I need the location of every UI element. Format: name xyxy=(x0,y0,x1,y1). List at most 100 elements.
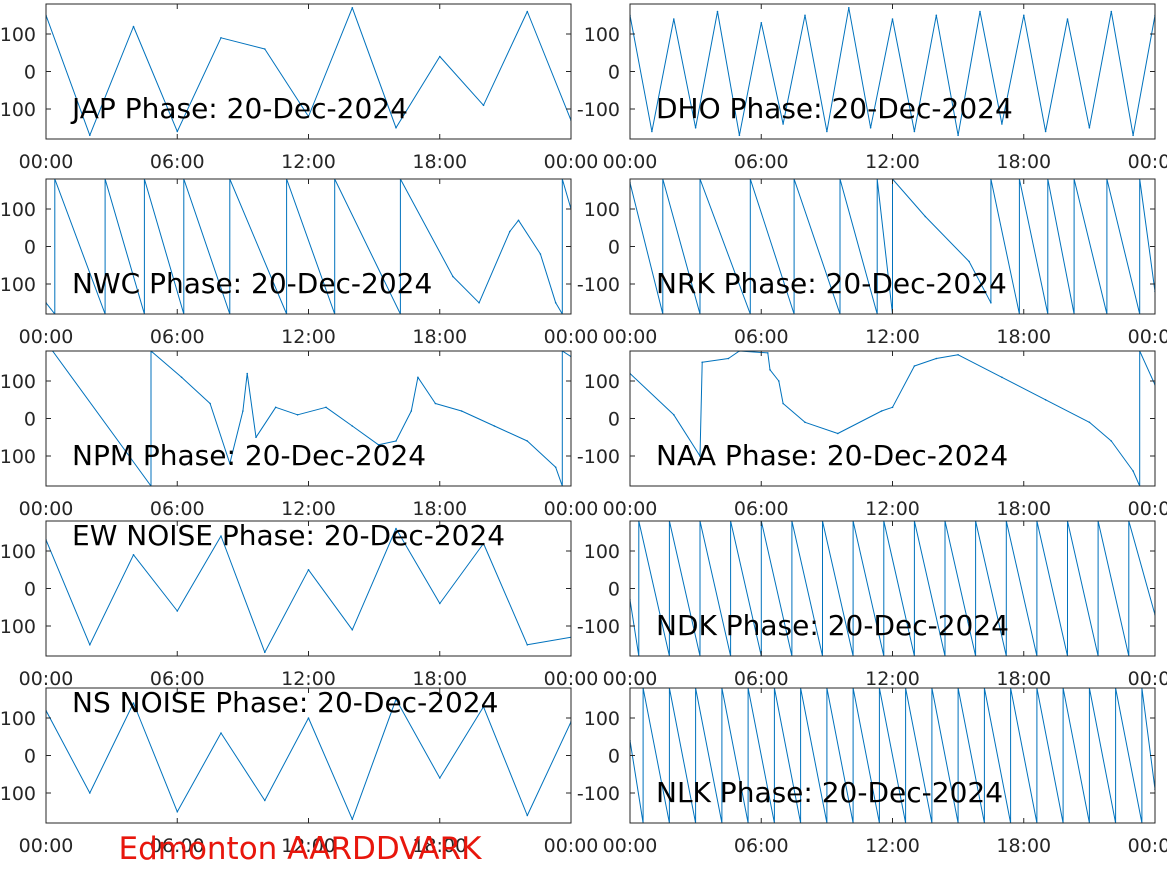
x-tick-label: 06:00 xyxy=(734,668,789,690)
x-tick-label: 18:00 xyxy=(412,326,467,348)
data-point xyxy=(220,37,222,39)
x-tick-label: 12:00 xyxy=(281,326,336,348)
x-tick-label: 06:00 xyxy=(150,326,205,348)
data-point xyxy=(377,444,380,446)
data-point xyxy=(979,10,981,13)
data-point xyxy=(554,302,557,304)
data-point xyxy=(1066,18,1069,20)
data-point xyxy=(176,610,179,612)
x-tick-label: 00:00 xyxy=(603,668,658,690)
x-tick-label: 18:00 xyxy=(996,668,1051,690)
y-tick-label: 100 xyxy=(0,24,36,46)
y-tick-label: -100 xyxy=(0,783,36,805)
x-tick-label: 06:00 xyxy=(734,835,789,857)
data-point xyxy=(673,414,675,416)
data-point xyxy=(935,357,938,360)
data-point xyxy=(89,644,91,646)
data-point xyxy=(651,130,653,133)
chart-panel-7: 00:00 06:00 12:00 18:00 00:00 100 0 -100 EW NOIS… xyxy=(0,519,598,690)
data-point xyxy=(460,410,463,412)
data-point xyxy=(255,436,257,439)
data-point xyxy=(351,425,354,427)
data-point xyxy=(307,569,310,571)
x-tick-label: 12:00 xyxy=(865,668,920,690)
data-point xyxy=(782,402,784,405)
data-point xyxy=(307,717,310,719)
chart-panel-5: 00:00 06:00 12:00 18:00 00:00 100 0 -100 NPM Pha… xyxy=(0,350,598,520)
data-point xyxy=(395,127,397,129)
data-point xyxy=(694,127,697,129)
y-tick-label: -100 xyxy=(577,274,620,296)
x-tick-label: 00:00 xyxy=(544,151,599,173)
x-tick-label: 00:00 xyxy=(19,326,74,348)
data-point xyxy=(738,134,741,137)
x-tick-label: 12:00 xyxy=(865,151,920,173)
chart-panel-8: 00:00 06:00 12:00 18:00 00:00 100 0 -100 NDK Pha… xyxy=(577,520,1167,690)
series-line xyxy=(630,521,1155,656)
x-tick-label: 12:00 xyxy=(865,835,920,857)
x-tick-label: 00:00 xyxy=(603,835,658,857)
y-tick-label: -100 xyxy=(577,446,620,468)
data-point xyxy=(924,215,927,218)
y-tick-label: 100 xyxy=(584,199,620,221)
data-point xyxy=(132,702,135,704)
panel-title: NPM Phase: 20-Dec-2024 xyxy=(72,439,426,472)
panels-layer: 00:00 06:00 12:00 18:00 00:00 100 0 -100 JAP Pha… xyxy=(0,3,1167,857)
data-point xyxy=(554,466,557,469)
data-point xyxy=(891,406,894,409)
data-point xyxy=(837,432,839,435)
chart-panel-6: 00:00 06:00 12:00 18:00 00:00 100 0 -100 NAA Pha… xyxy=(577,350,1167,520)
data-point xyxy=(264,799,266,802)
x-tick-label: 00:00 xyxy=(544,498,599,520)
data-point xyxy=(1023,14,1025,17)
data-point xyxy=(526,10,529,13)
y-tick-label: -100 xyxy=(577,783,620,805)
y-tick-label: 100 xyxy=(0,199,36,221)
data-point xyxy=(482,104,485,107)
y-tick-label: 100 xyxy=(584,708,620,730)
y-tick-label: 0 xyxy=(24,579,36,601)
y-tick-label: 100 xyxy=(0,541,36,563)
x-tick-label: 18:00 xyxy=(412,498,467,520)
data-point xyxy=(132,554,135,556)
data-point xyxy=(526,644,529,646)
y-tick-label: 0 xyxy=(24,409,36,431)
x-tick-label: 00:00 xyxy=(603,498,658,520)
data-point xyxy=(417,376,419,379)
data-point xyxy=(1110,440,1113,442)
series-line xyxy=(46,179,571,314)
data-point xyxy=(1088,421,1091,424)
y-tick-label: -100 xyxy=(0,274,36,296)
data-point xyxy=(351,818,354,821)
data-point xyxy=(848,7,850,9)
data-point xyxy=(804,14,806,17)
series-line xyxy=(630,179,1155,314)
data-point xyxy=(176,811,179,813)
x-tick-label: 06:00 xyxy=(150,835,205,857)
x-tick-label: 00:00 xyxy=(19,151,74,173)
x-tick-label: 18:00 xyxy=(996,326,1051,348)
x-tick-label: 12:00 xyxy=(281,668,336,690)
x-tick-label: 00:00 xyxy=(603,151,658,173)
data-point xyxy=(351,7,354,9)
y-tick-label: 0 xyxy=(24,746,36,768)
data-point xyxy=(452,275,454,278)
data-point xyxy=(804,421,806,424)
data-point xyxy=(701,361,703,364)
x-tick-label: 18:00 xyxy=(996,835,1051,857)
chart-panel-2: 00:00 06:00 12:00 18:00 00:00 100 0 -100 DHO Pha… xyxy=(577,3,1167,173)
data-point xyxy=(1044,399,1047,401)
panel-title: DHO Phase: 20-Dec-2024 xyxy=(656,92,1013,125)
y-tick-label: 100 xyxy=(584,24,620,46)
data-point xyxy=(439,602,441,605)
chart-panel-9: 00:00 06:00 12:00 18:00 00:00 100 0 -100 NS NOIS… xyxy=(0,686,598,857)
data-point xyxy=(296,414,299,416)
y-tick-label: 0 xyxy=(608,746,620,768)
data-point xyxy=(242,410,244,412)
x-tick-label: 00:00 xyxy=(1128,498,1167,520)
y-tick-label: 0 xyxy=(24,62,36,84)
data-point xyxy=(89,792,91,794)
data-point xyxy=(229,462,231,465)
x-tick-label: 06:00 xyxy=(150,151,205,173)
